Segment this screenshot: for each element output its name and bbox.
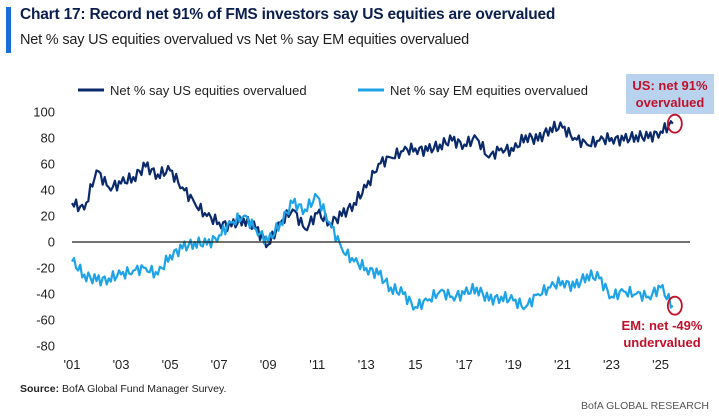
chart-subtitle: Net % say US equities overvalued vs Net … bbox=[20, 32, 470, 48]
us-annotation-line2: overvalued bbox=[636, 95, 705, 110]
annotations: US: net 91% overvalued EM: net -49% underva… bbox=[622, 74, 714, 350]
y-tick-label: 20 bbox=[41, 209, 55, 224]
legend-item-em-label: Net % say EM equities overvalued bbox=[390, 83, 588, 98]
x-tick-label: '09 bbox=[260, 357, 277, 372]
us-annotation-line1: US: net 91% bbox=[632, 78, 708, 93]
brand-footer: BofA GLOBAL RESEARCH bbox=[581, 400, 709, 412]
series-lines bbox=[71, 120, 674, 311]
x-tick-label: '13 bbox=[358, 357, 375, 372]
legend-item-us-label: Net % say US equities overvalued bbox=[110, 83, 307, 98]
legend: Net % say US equities overvalued Net % sa… bbox=[78, 83, 588, 98]
x-tick-label: '01 bbox=[64, 357, 81, 372]
x-tick-label: '19 bbox=[505, 357, 522, 372]
em-highlight-circle bbox=[666, 295, 683, 316]
em-annotation-line1: EM: net -49% bbox=[622, 318, 703, 333]
x-tick-label: '17 bbox=[456, 357, 473, 372]
us-series-line bbox=[71, 120, 674, 249]
x-tick-label: '05 bbox=[162, 357, 179, 372]
x-tick-label: 15 bbox=[408, 357, 422, 372]
em-series-line bbox=[71, 192, 674, 311]
x-tick-label: '07 bbox=[211, 357, 228, 372]
y-tick-label: 100 bbox=[33, 105, 55, 120]
x-tick-label: '11 bbox=[309, 357, 325, 372]
em-annotation-line2: undervalued bbox=[623, 335, 700, 350]
y-tick-label: 0 bbox=[48, 235, 55, 250]
x-axis-tick-labels: '01 '03 '05 '07 '09 '11 '13 15 '17 '19 '21 '23 '25 bbox=[64, 357, 670, 372]
y-tick-label: 60 bbox=[41, 157, 55, 172]
x-tick-label: '25 bbox=[652, 357, 669, 372]
x-tick-label: '23 bbox=[603, 357, 620, 372]
y-tick-label: 40 bbox=[41, 183, 55, 198]
y-tick-label: -40 bbox=[36, 287, 55, 302]
y-tick-label: 80 bbox=[41, 131, 55, 146]
y-tick-label: -60 bbox=[36, 313, 55, 328]
y-tick-label: -80 bbox=[36, 339, 55, 354]
chart-title: Chart 17: Record net 91% of FMS investor… bbox=[20, 6, 556, 23]
source-text: BofA Global Fund Manager Survey. bbox=[59, 383, 227, 395]
y-tick-label: -20 bbox=[36, 261, 55, 276]
source-note: Source: BofA Global Fund Manager Survey. bbox=[20, 383, 226, 395]
us-highlight-circle bbox=[666, 113, 683, 134]
us-annotation-box bbox=[626, 74, 714, 114]
y-axis-tick-labels: 100 80 60 40 20 0 -20 -40 -60 -80 bbox=[33, 105, 55, 354]
source-label: Source: bbox=[20, 383, 60, 395]
x-tick-label: '21 bbox=[554, 357, 571, 372]
x-tick-label: '03 bbox=[113, 357, 130, 372]
title-accent-bar bbox=[6, 7, 11, 53]
